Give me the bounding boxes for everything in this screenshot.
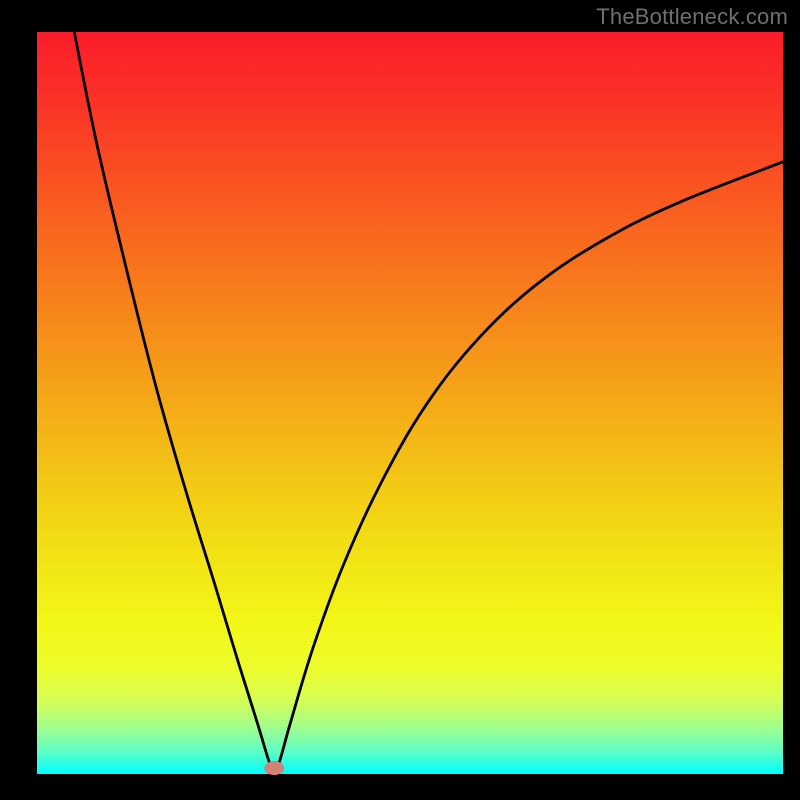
watermark-text: TheBottleneck.com xyxy=(596,4,788,30)
chart-root: TheBottleneck.com xyxy=(0,0,800,800)
bottleneck-chart-svg xyxy=(0,0,800,800)
minimum-marker xyxy=(264,761,284,775)
plot-gradient-background xyxy=(37,32,783,774)
min-marker-ellipse xyxy=(264,761,284,775)
